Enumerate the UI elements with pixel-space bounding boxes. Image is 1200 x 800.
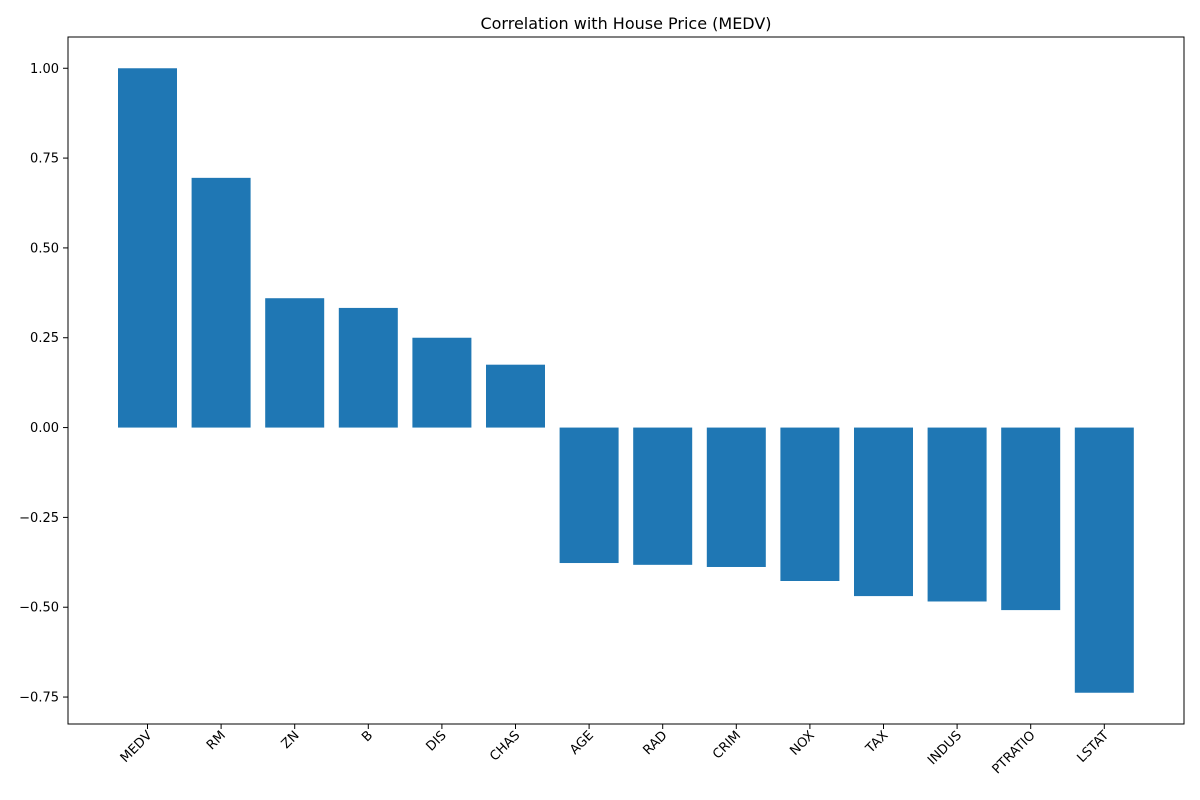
y-tick-label: −0.50 xyxy=(19,601,59,616)
x-tick-label: DIS xyxy=(423,728,449,754)
x-tick-label: NOX xyxy=(787,728,817,758)
bar-age xyxy=(559,427,619,564)
bars-group xyxy=(118,68,1134,693)
bar-indus xyxy=(927,427,987,602)
bar-chas xyxy=(486,364,545,428)
bar-b xyxy=(338,307,398,428)
x-tick-label: INDUS xyxy=(925,728,965,768)
x-tick-label: ZN xyxy=(279,728,303,752)
bar-dis xyxy=(412,337,472,428)
bar-ptratio xyxy=(1001,427,1061,611)
plot-frame xyxy=(67,36,1185,725)
y-tick-label: 0.50 xyxy=(30,241,59,256)
x-tick-label: RAD xyxy=(641,728,671,758)
y-tick-label: 0.75 xyxy=(30,152,59,167)
x-tick-label: B xyxy=(359,728,376,745)
bar-crim xyxy=(706,427,766,567)
y-tick-label: −0.75 xyxy=(19,691,59,706)
bar-nox xyxy=(780,427,840,581)
y-tick-label: −0.25 xyxy=(19,511,59,526)
x-tick-label: AGE xyxy=(567,728,597,758)
x-tick-label: CHAS xyxy=(487,728,523,764)
y-tick-label: 0.25 xyxy=(30,331,59,346)
y-axis: 1.00 0.75 0.50 0.25 0.00 −0.25 −0.50 −0.75 xyxy=(19,62,68,706)
bar-zn xyxy=(265,298,325,428)
x-tick-label: LSTAT xyxy=(1074,728,1112,766)
x-tick-label: CRIM xyxy=(710,728,744,762)
x-tick-label: RM xyxy=(204,728,229,753)
bar-medv xyxy=(118,68,177,428)
x-tick-label: PTRATIO xyxy=(990,728,1039,777)
bar-rm xyxy=(191,177,251,428)
y-tick-label: 1.00 xyxy=(30,62,59,77)
chart-title: Correlation with House Price (MEDV) xyxy=(480,14,771,33)
bar-tax xyxy=(854,427,913,597)
bar-rad xyxy=(633,427,693,565)
x-axis: MEDV RM ZN B DIS CHAS AGE RAD CRIM NOX TAX INDUS PTR… xyxy=(118,724,1112,777)
x-tick-label: MEDV xyxy=(118,728,156,766)
bar-lstat xyxy=(1074,427,1134,693)
x-tick-label: TAX xyxy=(863,728,892,757)
y-tick-label: 0.00 xyxy=(30,421,59,436)
